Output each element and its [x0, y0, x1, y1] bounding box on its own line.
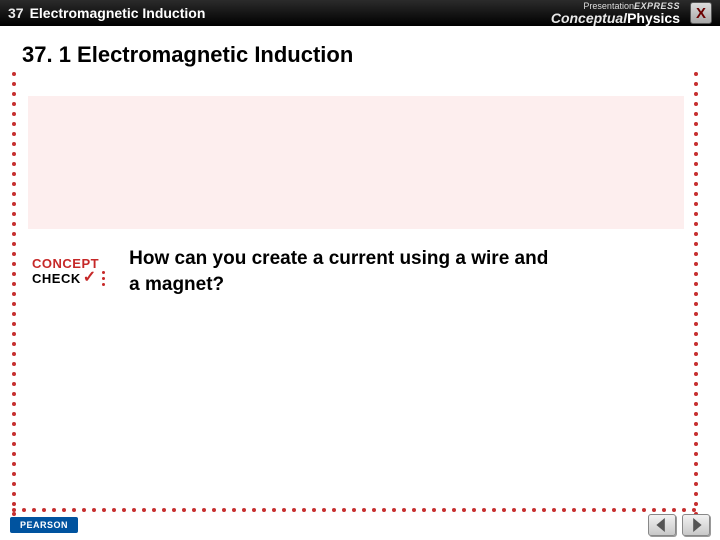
prev-button[interactable]: [648, 514, 676, 536]
badge-dots: [102, 271, 105, 286]
brand-conceptual: Conceptual: [551, 10, 627, 26]
chevron-right-icon: [689, 518, 703, 532]
close-icon: X: [696, 5, 706, 22]
checkmark-icon: ✓: [83, 270, 96, 286]
close-button[interactable]: X: [690, 2, 712, 24]
content-area: 37. 1 Electromagnetic Induction CONCEPT …: [0, 26, 720, 68]
nav-arrows: [648, 514, 710, 536]
topbar-right: PresentationEXPRESS ConceptualPhysics X: [551, 2, 712, 25]
footer-bar: PEARSON: [0, 510, 720, 540]
brand-logo: PresentationEXPRESS ConceptualPhysics: [551, 2, 680, 25]
chevron-left-icon: [655, 518, 669, 532]
highlight-box: [28, 96, 684, 229]
chapter-title: Electromagnetic Induction: [30, 5, 206, 21]
check-label: CHECK: [32, 272, 81, 285]
top-bar: 37 Electromagnetic Induction Presentatio…: [0, 0, 720, 26]
check-row: CHECK ✓: [32, 270, 105, 286]
next-button[interactable]: [682, 514, 710, 536]
concept-check-badge: CONCEPT CHECK ✓: [32, 257, 105, 286]
question-text: How can you create a current using a wir…: [129, 246, 559, 297]
brand-line2: ConceptualPhysics: [551, 11, 680, 25]
chapter-number: 37: [8, 5, 24, 21]
section-title: 37. 1 Electromagnetic Induction: [22, 42, 698, 68]
publisher-badge: PEARSON: [10, 517, 78, 533]
brand-physics: Physics: [627, 10, 680, 26]
chapter-heading: 37 Electromagnetic Induction: [8, 5, 205, 21]
concept-check-block: CONCEPT CHECK ✓ How can you create a cur…: [32, 246, 559, 297]
